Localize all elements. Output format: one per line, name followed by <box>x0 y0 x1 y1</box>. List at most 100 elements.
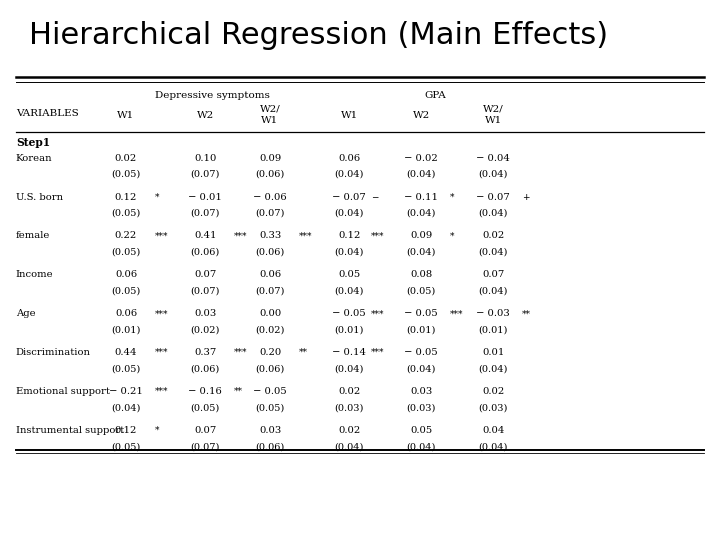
Text: − 0.05: − 0.05 <box>253 387 287 396</box>
Text: (0.04): (0.04) <box>335 287 364 295</box>
Text: (0.03): (0.03) <box>479 403 508 412</box>
Text: − 0.05: − 0.05 <box>405 348 438 357</box>
Text: W2/: W2/ <box>260 105 280 113</box>
Text: (0.07): (0.07) <box>191 442 220 451</box>
Text: − 0.06: − 0.06 <box>253 193 287 201</box>
Text: − 0.07: − 0.07 <box>333 193 366 201</box>
Text: 0.02: 0.02 <box>338 426 360 435</box>
Text: Depressive symptoms: Depressive symptoms <box>155 91 270 100</box>
Text: 0.03: 0.03 <box>259 426 281 435</box>
Text: (0.04): (0.04) <box>479 442 508 451</box>
Text: 0.44: 0.44 <box>114 348 138 357</box>
Text: W1: W1 <box>341 111 358 119</box>
Text: Hierarchical Regression (Main Effects): Hierarchical Regression (Main Effects) <box>29 21 608 50</box>
Text: 0.12: 0.12 <box>114 426 138 435</box>
Text: (0.06): (0.06) <box>256 364 284 373</box>
Text: 0.33: 0.33 <box>259 232 281 240</box>
Text: *: * <box>450 193 454 201</box>
Text: (0.04): (0.04) <box>479 287 508 295</box>
Text: **: ** <box>299 348 308 357</box>
Text: 0.07: 0.07 <box>194 271 216 279</box>
Text: (0.04): (0.04) <box>407 442 436 451</box>
Text: 0.37: 0.37 <box>194 348 216 357</box>
Text: *: * <box>155 426 159 435</box>
Text: − 0.05: − 0.05 <box>333 309 366 318</box>
Text: W2: W2 <box>413 111 430 119</box>
Text: 0.07: 0.07 <box>482 271 504 279</box>
Text: (0.04): (0.04) <box>335 442 364 451</box>
Text: 0.10: 0.10 <box>194 154 217 163</box>
Text: − 0.03: − 0.03 <box>477 309 510 318</box>
Text: (0.02): (0.02) <box>191 326 220 334</box>
Text: 0.02: 0.02 <box>338 387 360 396</box>
Text: 0.20: 0.20 <box>259 348 281 357</box>
Text: U.S. born: U.S. born <box>16 193 63 201</box>
Text: (0.04): (0.04) <box>479 170 508 179</box>
Text: ***: *** <box>371 232 384 240</box>
Text: Korean: Korean <box>16 154 53 163</box>
Text: Discrimination: Discrimination <box>16 348 91 357</box>
Text: 0.04: 0.04 <box>482 426 505 435</box>
Text: ***: *** <box>371 309 384 318</box>
Text: W2/: W2/ <box>483 105 503 113</box>
Text: 0.12: 0.12 <box>338 232 361 240</box>
Text: − 0.07: − 0.07 <box>477 193 510 201</box>
Text: (0.06): (0.06) <box>256 248 284 256</box>
Text: W1: W1 <box>117 111 135 119</box>
Text: (0.06): (0.06) <box>191 364 220 373</box>
Text: 0.07: 0.07 <box>194 426 216 435</box>
Text: (0.06): (0.06) <box>191 248 220 256</box>
Text: 0.01: 0.01 <box>482 348 505 357</box>
Text: 0.41: 0.41 <box>194 232 217 240</box>
Text: ***: *** <box>299 232 312 240</box>
Text: 0.03: 0.03 <box>410 387 432 396</box>
Text: **: ** <box>234 387 243 396</box>
Text: 0.06: 0.06 <box>115 271 137 279</box>
Text: Step1: Step1 <box>16 137 50 147</box>
Text: Emotional support: Emotional support <box>16 387 109 396</box>
Text: 0.02: 0.02 <box>482 387 504 396</box>
Text: W1: W1 <box>485 117 502 125</box>
Text: (0.01): (0.01) <box>112 326 140 334</box>
Text: − 0.05: − 0.05 <box>405 309 438 318</box>
Text: (0.05): (0.05) <box>112 442 140 451</box>
Text: 0.02: 0.02 <box>482 232 504 240</box>
Text: (0.03): (0.03) <box>407 403 436 412</box>
Text: (0.04): (0.04) <box>479 209 508 218</box>
Text: GPA: GPA <box>425 91 446 100</box>
Text: (0.04): (0.04) <box>335 364 364 373</box>
Text: 0.03: 0.03 <box>194 309 216 318</box>
Text: (0.02): (0.02) <box>256 326 284 334</box>
Text: **: ** <box>522 309 531 318</box>
Text: (0.04): (0.04) <box>407 170 436 179</box>
Text: 0.00: 0.00 <box>259 309 281 318</box>
Text: − 0.01: − 0.01 <box>188 193 222 201</box>
Text: +: + <box>522 193 529 201</box>
Text: (0.05): (0.05) <box>112 248 140 256</box>
Text: (0.05): (0.05) <box>407 287 436 295</box>
Text: (0.04): (0.04) <box>479 248 508 256</box>
Text: 0.22: 0.22 <box>115 232 137 240</box>
Text: (0.04): (0.04) <box>335 248 364 256</box>
Text: ***: *** <box>371 348 384 357</box>
Text: − 0.02: − 0.02 <box>405 154 438 163</box>
Text: 0.06: 0.06 <box>259 271 281 279</box>
Text: − 0.11: − 0.11 <box>404 193 438 201</box>
Text: 0.05: 0.05 <box>338 271 360 279</box>
Text: (0.04): (0.04) <box>479 364 508 373</box>
Text: 0.06: 0.06 <box>338 154 360 163</box>
Text: (0.04): (0.04) <box>335 209 364 218</box>
Text: W1: W1 <box>261 117 279 125</box>
Text: (0.06): (0.06) <box>256 170 284 179</box>
Text: (0.07): (0.07) <box>256 209 284 218</box>
Text: 0.12: 0.12 <box>114 193 138 201</box>
Text: Income: Income <box>16 271 53 279</box>
Text: ***: *** <box>234 348 248 357</box>
Text: 0.09: 0.09 <box>410 232 432 240</box>
Text: (0.01): (0.01) <box>335 326 364 334</box>
Text: (0.07): (0.07) <box>191 287 220 295</box>
Text: 0.09: 0.09 <box>259 154 281 163</box>
Text: (0.04): (0.04) <box>407 248 436 256</box>
Text: − 0.16: − 0.16 <box>189 387 222 396</box>
Text: (0.05): (0.05) <box>256 403 284 412</box>
